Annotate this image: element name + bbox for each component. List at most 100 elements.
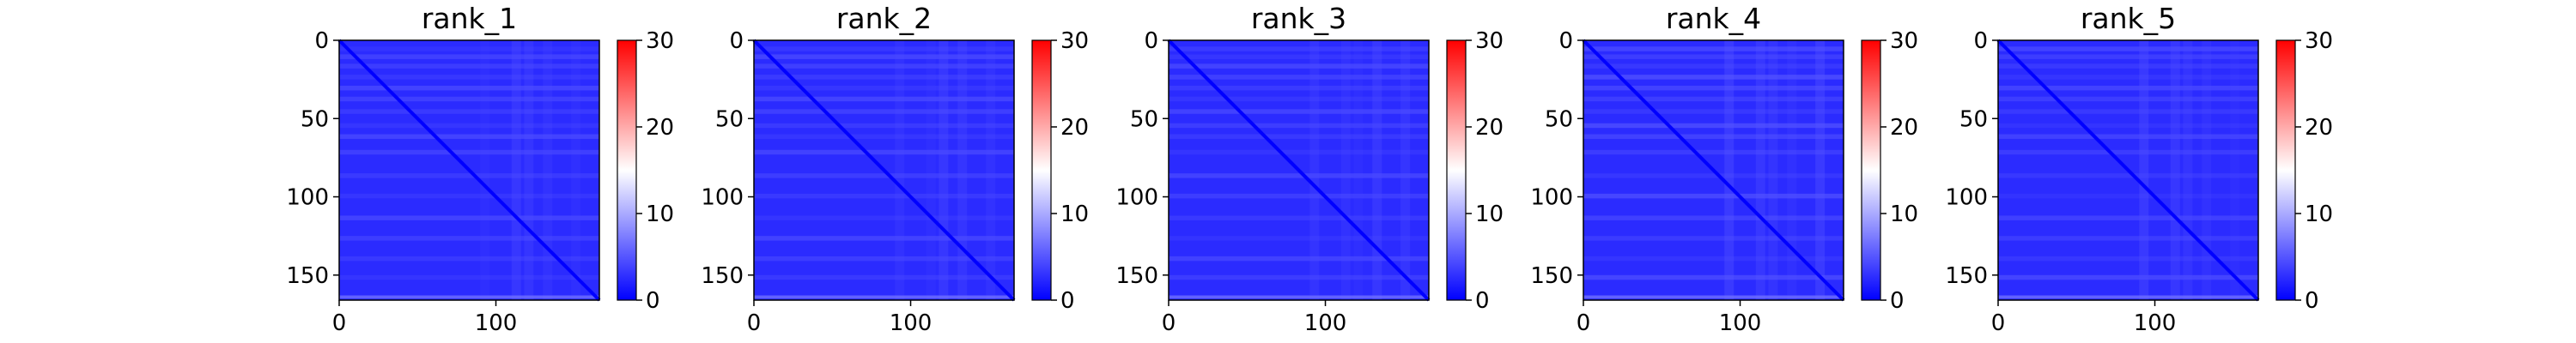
panel-title: rank_1 <box>422 2 517 35</box>
colorbar-tick-label: 0 <box>2305 288 2319 314</box>
heatmap-row-band <box>339 46 599 51</box>
heatmap-row-band <box>339 85 599 91</box>
colorbar <box>1861 39 1881 301</box>
x-tick-label: 100 <box>1719 310 1762 336</box>
heatmap-col-band <box>480 40 490 300</box>
heatmap-row-band <box>1169 236 1429 241</box>
axes-frame <box>1997 39 2259 301</box>
heatmap-col-band <box>2230 40 2240 300</box>
y-tick-label: 150 <box>1945 263 1988 289</box>
y-tick-label: 100 <box>1530 185 1573 211</box>
heatmap-row-band <box>1169 173 1429 178</box>
heatmap-row-band <box>339 173 599 178</box>
heatmap-row-band <box>1998 274 2258 280</box>
colorbar-tick-label: 20 <box>2305 115 2333 141</box>
heatmap-row-band <box>1583 54 1844 59</box>
y-tick-label: 50 <box>1130 106 1158 132</box>
colorbar <box>2275 39 2296 301</box>
heatmap-row-band <box>1998 123 2258 129</box>
panel-title: rank_5 <box>2081 2 2176 35</box>
colorbar-tick-label: 30 <box>2305 28 2333 54</box>
heatmap-col-band <box>1400 40 1411 300</box>
heatmap-row-band <box>1169 134 1429 139</box>
heatmap-row-band <box>339 193 599 199</box>
heatmap-col-band <box>524 40 534 300</box>
y-tick-label: 50 <box>715 106 744 132</box>
heatmap-row-band <box>1169 75 1429 80</box>
heatmap-row-band <box>339 96 599 102</box>
heatmap-row-band <box>1583 75 1844 80</box>
heatmap-row-band <box>754 46 1014 51</box>
colorbar <box>1446 39 1467 301</box>
heatmap-bottom-row <box>1583 295 1844 299</box>
heatmap-row-band <box>339 54 599 59</box>
heatmap-row-band <box>1583 134 1844 139</box>
heatmap-row-band <box>1169 274 1429 280</box>
heatmap-row-band <box>339 134 599 139</box>
heatmap-col-band <box>2202 40 2212 300</box>
heatmap-col-band <box>939 40 949 300</box>
colorbar-tick-label: 20 <box>1060 115 1089 141</box>
y-tick-label: 50 <box>1959 106 1988 132</box>
x-tick-label: 100 <box>1304 310 1347 336</box>
heatmap-row-band <box>754 75 1014 80</box>
axes-frame <box>338 39 600 301</box>
heatmap-col-band <box>1353 40 1364 300</box>
heatmap-row-band <box>1998 75 2258 80</box>
heatmap-row-band <box>1169 46 1429 51</box>
x-tick-label: 0 <box>1162 310 1176 336</box>
heatmap-col-band <box>2139 40 2149 300</box>
colorbar <box>617 39 637 301</box>
heatmap-col-band <box>1340 40 1351 300</box>
y-tick-label: 150 <box>701 263 744 289</box>
colorbar-tick-label: 20 <box>1475 115 1504 141</box>
heatmap-row-band <box>754 63 1014 69</box>
y-tick-label: 0 <box>729 28 744 54</box>
colorbar-tick-label: 0 <box>1475 288 1490 314</box>
x-tick-label: 0 <box>1577 310 1591 336</box>
heatmap-row-band <box>1998 215 2258 220</box>
panel-title: rank_4 <box>1666 2 1761 35</box>
y-tick-label: 0 <box>314 28 329 54</box>
heatmap-row-band <box>754 85 1014 91</box>
y-tick-label: 0 <box>1973 28 1988 54</box>
heatmap-col-band <box>2170 40 2180 300</box>
x-tick-label: 100 <box>475 310 518 336</box>
y-tick-label: 100 <box>1945 185 1988 211</box>
x-tick-label: 0 <box>332 310 347 336</box>
heatmap-row-band <box>339 236 599 241</box>
heatmap-col-band <box>957 40 968 300</box>
colorbar-tick-label: 30 <box>1060 28 1089 54</box>
panel-title: rank_3 <box>1251 2 1346 35</box>
heatmap-row-band <box>339 123 599 129</box>
colorbar-tick-label: 0 <box>1890 288 1905 314</box>
heatmap-row-band <box>1583 149 1844 155</box>
y-tick-label: 50 <box>1545 106 1573 132</box>
heatmap-col-band <box>2183 40 2193 300</box>
heatmap-row-band <box>1998 236 2258 241</box>
axes-frame <box>1583 39 1844 301</box>
colorbar-tick-label: 20 <box>1890 115 1918 141</box>
heatmap-row-band <box>754 215 1014 220</box>
heatmap-col-band <box>511 40 521 300</box>
axes-frame <box>1168 39 1430 301</box>
heatmap-diagonal <box>752 39 1016 302</box>
heatmap-row-band <box>1169 215 1429 220</box>
heatmap-bottom-row <box>1169 295 1429 299</box>
heatmap-row-band <box>754 274 1014 280</box>
colorbar-tick-label: 0 <box>1060 288 1075 314</box>
colorbar-tick-label: 20 <box>646 115 674 141</box>
heatmap-row-band <box>339 63 599 69</box>
heatmap-row-band <box>1583 85 1844 91</box>
heatmap-row-band <box>1583 215 1844 220</box>
colorbar-tick-label: 10 <box>646 202 674 227</box>
heatmap-bottom-row <box>1998 295 2258 299</box>
heatmap-row-band <box>1169 54 1429 59</box>
heatmap-row-band <box>1169 63 1429 69</box>
heatmap-col-band <box>543 40 553 300</box>
heatmap-row-band <box>754 54 1014 59</box>
heatmap-row-band <box>1998 109 2258 114</box>
